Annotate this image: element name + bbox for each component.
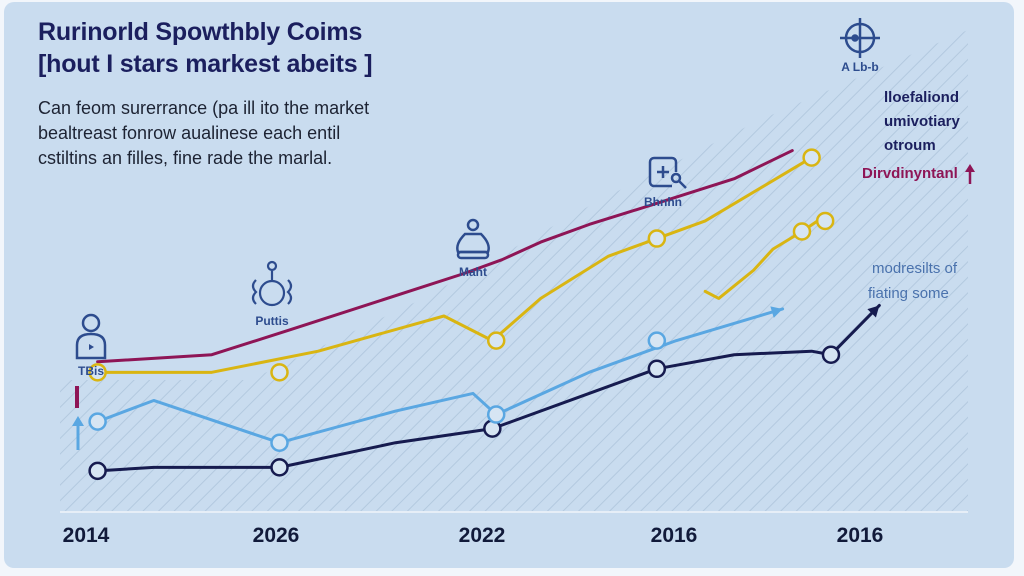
data-point-yellow bbox=[88, 363, 107, 382]
icon-label-puttis: Puttis bbox=[255, 314, 289, 328]
data-point-light-blue bbox=[88, 412, 107, 431]
data-point-yellow bbox=[486, 331, 506, 350]
right-note-line: otroum bbox=[884, 137, 936, 154]
series-arrowhead-light-blue bbox=[770, 306, 783, 318]
hatched-area bbox=[60, 30, 968, 512]
gear-bulb-icon bbox=[251, 260, 293, 307]
icon-label-tbis: TBis bbox=[78, 364, 104, 378]
data-point-yellow-secondary bbox=[792, 222, 812, 241]
x-tick-label: 2022 bbox=[459, 524, 506, 547]
right-note-line: umivotiary bbox=[884, 113, 961, 130]
data-point-light-blue bbox=[647, 331, 667, 350]
data-point-yellow-secondary bbox=[815, 211, 835, 231]
series-line-navy bbox=[96, 303, 881, 473]
icon-label-bhnhn: Bhnhn bbox=[644, 195, 682, 209]
target-icon bbox=[840, 18, 880, 58]
description-line-1: Can feom surerrance (pa ill ito the mark… bbox=[38, 98, 370, 118]
series-line-purple bbox=[96, 149, 794, 364]
zoom-add-icon bbox=[648, 156, 687, 189]
title-line-1: Rurinorld Spowthbly Coims bbox=[38, 18, 363, 46]
data-point-navy bbox=[88, 461, 107, 481]
person-icon bbox=[75, 313, 107, 360]
x-tick-label: 2026 bbox=[253, 524, 300, 547]
blue-note-line: fiating some bbox=[868, 285, 949, 302]
marker-layer bbox=[88, 148, 841, 481]
icon-label-target: A Lb-b bbox=[841, 60, 879, 74]
x-tick-label: 2014 bbox=[63, 524, 110, 547]
data-point-light-blue bbox=[270, 433, 289, 452]
data-point-yellow bbox=[647, 229, 667, 248]
data-point-navy bbox=[821, 345, 841, 364]
title-line-2: [hout I stars markest abeits ] bbox=[38, 50, 373, 78]
icon-label-maht: Maht bbox=[459, 265, 487, 279]
purple-series-label: Dirvdinyntanl bbox=[862, 165, 958, 182]
series-arrowhead-navy bbox=[867, 305, 880, 318]
series-line-yellow bbox=[96, 156, 814, 374]
data-point-yellow bbox=[802, 148, 821, 167]
blue-note: modresilts of fiating some bbox=[868, 260, 961, 302]
up-arrow-icon bbox=[965, 164, 975, 184]
series-line-light-blue bbox=[96, 307, 785, 445]
bell-icon bbox=[456, 218, 490, 260]
x-tick-label: 2016 bbox=[837, 524, 884, 547]
series-layer bbox=[96, 149, 881, 473]
left-marker-icon bbox=[72, 386, 84, 450]
x-tick-label: 2016 bbox=[651, 524, 698, 547]
data-point-light-blue bbox=[486, 405, 506, 424]
chart-title: Rurinorld Spowthbly Coims [hout I stars … bbox=[38, 16, 373, 80]
chart-description: Can feom surerrance (pa ill ito the mark… bbox=[38, 96, 369, 171]
description-line-3: cstiltins an filles, fine rade the marla… bbox=[38, 148, 333, 168]
data-point-yellow bbox=[270, 363, 289, 382]
data-point-navy bbox=[647, 359, 667, 379]
data-point-navy bbox=[270, 458, 289, 477]
right-note: lloefaliond umivotiary otroum bbox=[884, 89, 964, 154]
blue-note-line: modresilts of bbox=[872, 260, 958, 277]
right-note-line: lloefaliond bbox=[884, 89, 959, 106]
description-line-2: bealtreast fonrow aualinese each entil bbox=[38, 123, 341, 143]
